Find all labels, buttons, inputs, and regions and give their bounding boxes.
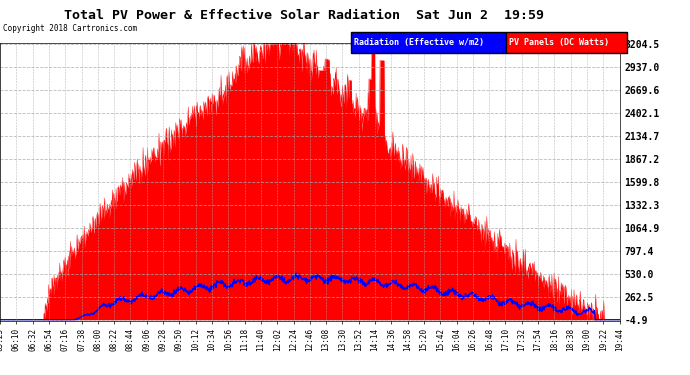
Text: Copyright 2018 Cartronics.com: Copyright 2018 Cartronics.com xyxy=(3,24,137,33)
Text: Total PV Power & Effective Solar Radiation  Sat Jun 2  19:59: Total PV Power & Effective Solar Radiati… xyxy=(63,9,544,22)
Text: Radiation (Effective w/m2): Radiation (Effective w/m2) xyxy=(354,38,484,47)
Text: PV Panels (DC Watts): PV Panels (DC Watts) xyxy=(509,38,609,47)
